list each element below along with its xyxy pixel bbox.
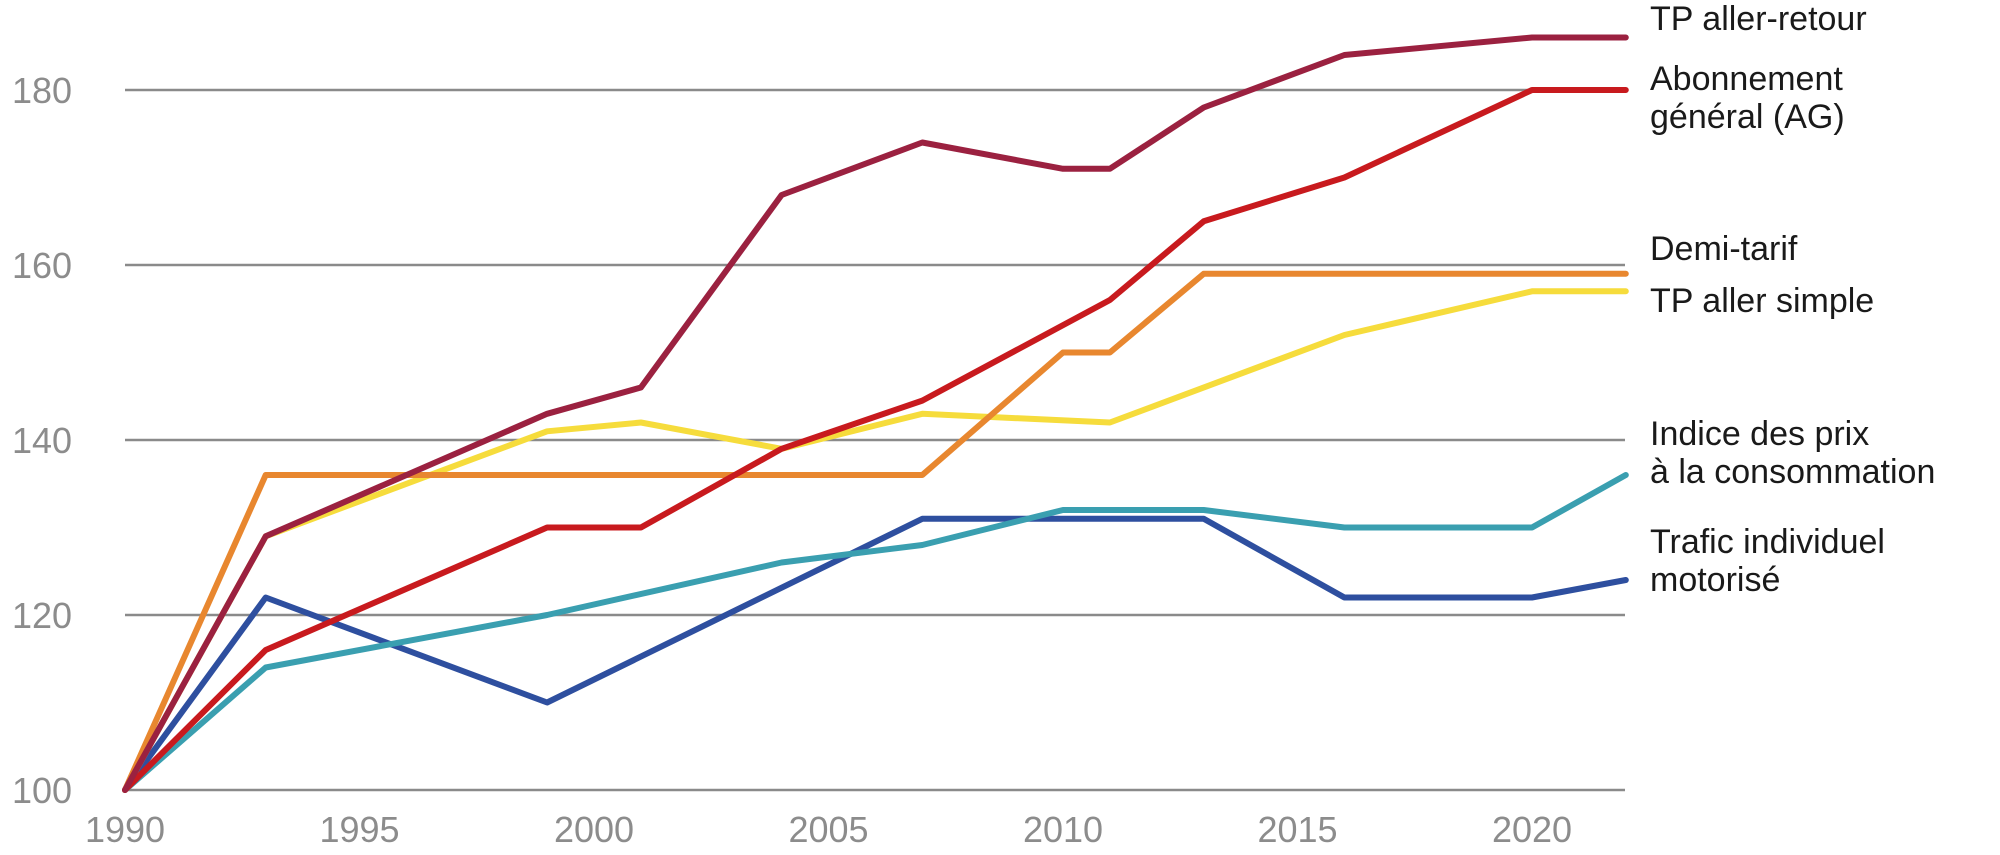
series-line — [122, 515, 1629, 793]
series-line — [122, 87, 1629, 793]
series-line — [122, 472, 1629, 793]
x-tick-label: 2005 — [788, 809, 868, 850]
series-line — [122, 270, 1629, 793]
x-tick-label: 1990 — [85, 809, 165, 850]
x-tick-label: 2000 — [554, 809, 634, 850]
x-tick-label: 2010 — [1023, 809, 1103, 850]
series-lines — [122, 34, 1629, 793]
series-label: TP aller-retour — [1650, 0, 1867, 38]
y-tick-label: 100 — [12, 770, 72, 811]
series-label: Abonnement général (AG) — [1650, 60, 1845, 136]
x-axis-ticks: 1990 1995 2000 2005 2010 2015 2020 — [85, 809, 1572, 850]
y-tick-label: 120 — [12, 595, 72, 636]
series-line — [122, 34, 1629, 793]
y-tick-label: 140 — [12, 420, 72, 461]
x-tick-label: 2015 — [1257, 809, 1337, 850]
grid-lines — [125, 88, 1625, 792]
x-tick-label: 1995 — [319, 809, 399, 850]
series-label: Demi-tarif — [1650, 230, 1798, 268]
series-label: TP aller simple — [1650, 282, 1874, 320]
series-label: Trafic individuel motorisé — [1650, 523, 1885, 599]
x-tick-label: 2020 — [1492, 809, 1572, 850]
y-tick-label: 180 — [12, 70, 72, 111]
series-line — [122, 288, 1629, 793]
y-axis-ticks: 100 120 140 160 180 — [12, 70, 72, 811]
y-tick-label: 160 — [12, 245, 72, 286]
series-label: Indice des prix à la consommation — [1650, 415, 1935, 491]
series-labels: TP aller-retour Abonnement général (AG) Dem… — [1650, 0, 1935, 599]
